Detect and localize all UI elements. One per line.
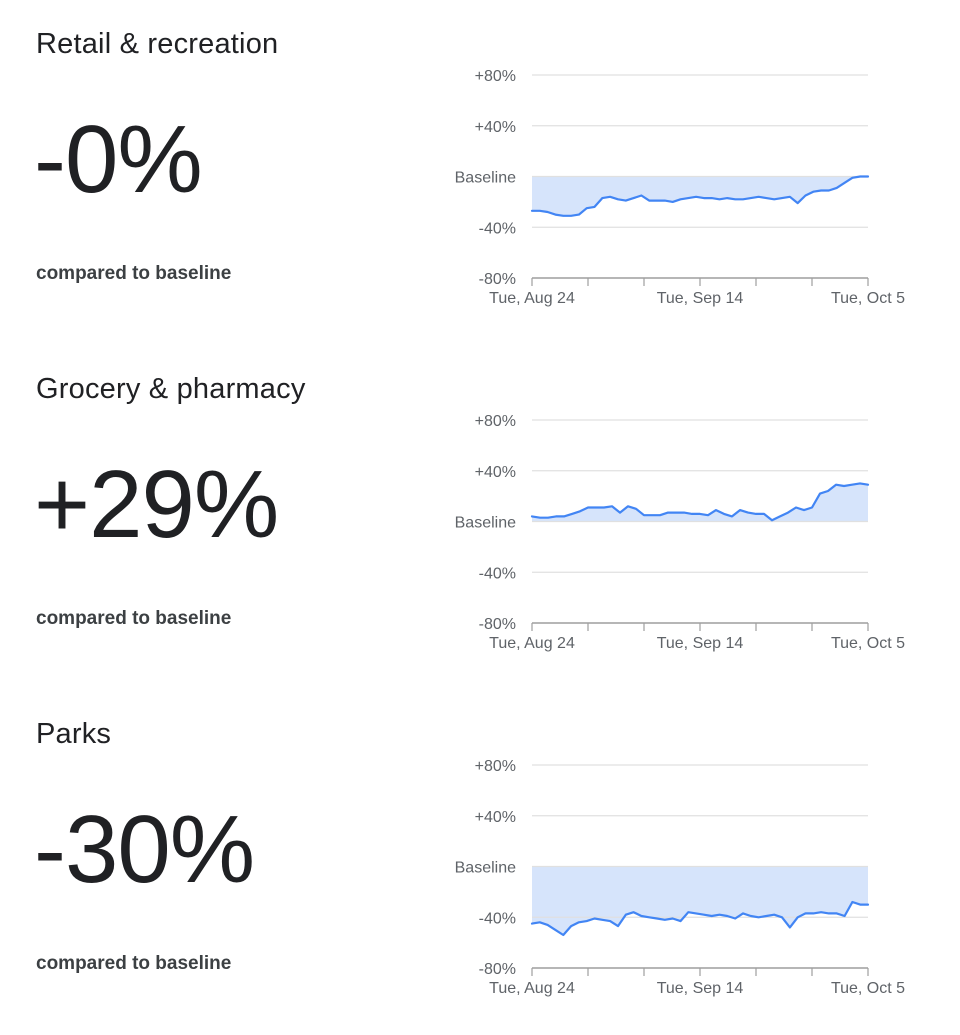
x-tick-label: Tue, Sep 14 [657, 635, 744, 652]
percent-change-value: -30% [34, 796, 255, 903]
y-tick-label: -80% [479, 616, 516, 633]
mobility-chart: +80% +40% Baseline -40% -80% Tue, Aug 24 Tue, … [455, 758, 906, 997]
x-tick-label: Tue, Oct 5 [831, 635, 905, 652]
baseline-caption: compared to baseline [36, 608, 232, 629]
baseline-caption: compared to baseline [36, 953, 232, 974]
series-area [532, 866, 868, 935]
x-tick-label: Tue, Oct 5 [831, 290, 905, 307]
series-line [530, 175, 870, 217]
y-tick-label: -40% [479, 220, 516, 237]
y-tick-label: +40% [475, 464, 516, 481]
baseline-caption: compared to baseline [36, 263, 232, 284]
panel-grocery-pharmacy: Grocery & pharmacy +29% compared to base… [0, 345, 960, 690]
x-tick-label: Tue, Oct 5 [831, 980, 905, 997]
x-tick-label: Tue, Aug 24 [489, 980, 575, 997]
y-tick-label: -40% [479, 910, 516, 927]
mobility-chart: +80% +40% Baseline -40% -80% Tue, Aug 24 Tue, … [455, 413, 906, 652]
y-tick-label: -80% [479, 961, 516, 978]
y-tick-label: Baseline [455, 170, 516, 187]
x-tick-label: Tue, Aug 24 [489, 290, 575, 307]
category-title: Parks [36, 718, 112, 750]
y-tick-label: -40% [479, 565, 516, 582]
panel-retail-recreation: Retail & recreation -0% compared to base… [0, 0, 960, 345]
y-tick-label: Baseline [455, 860, 516, 877]
y-tick-label: -80% [479, 271, 516, 288]
series-line [530, 900, 870, 937]
y-tick-label: +40% [475, 809, 516, 826]
category-title: Grocery & pharmacy [36, 373, 306, 405]
x-tick-label: Tue, Sep 14 [657, 980, 744, 997]
series-line [530, 482, 870, 522]
y-tick-label: +80% [475, 413, 516, 430]
series-area [532, 176, 868, 216]
percent-change-value: +29% [34, 451, 279, 558]
y-tick-label: +80% [475, 758, 516, 775]
series-area [532, 483, 868, 522]
percent-change-value: -0% [34, 106, 203, 213]
y-tick-label: +80% [475, 68, 516, 85]
category-title: Retail & recreation [36, 28, 279, 60]
x-tick-label: Tue, Aug 24 [489, 635, 575, 652]
mobility-chart: +80% +40% Baseline -40% -80% Tue, Aug 24 Tue, … [455, 68, 906, 307]
y-tick-label: +40% [475, 119, 516, 136]
panel-parks: Parks -30% compared to baseline +80% +40%… [0, 690, 960, 1035]
x-tick-label: Tue, Sep 14 [657, 290, 744, 307]
y-tick-label: Baseline [455, 515, 516, 532]
